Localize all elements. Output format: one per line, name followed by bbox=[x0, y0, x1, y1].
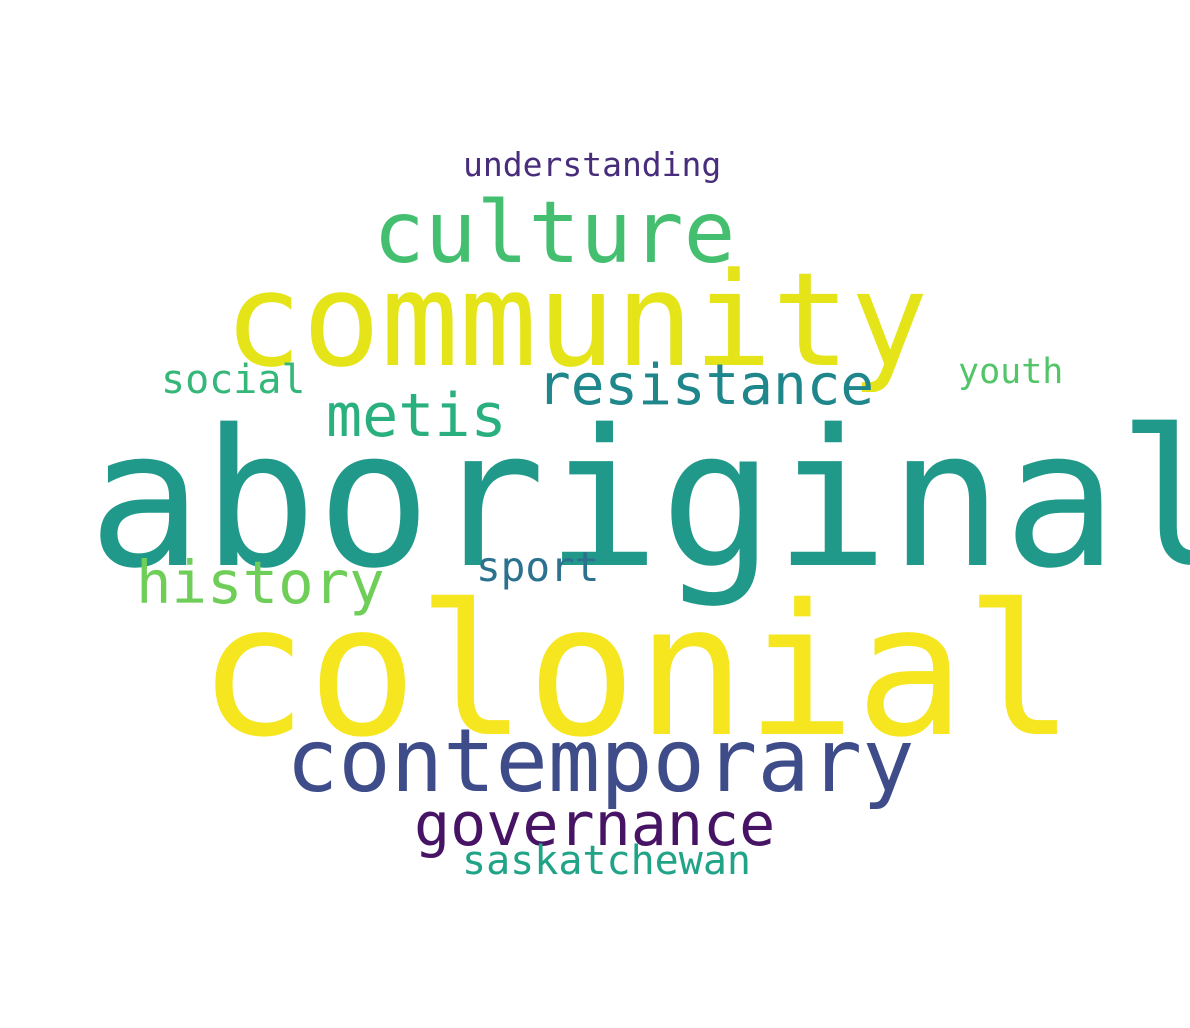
word-social: social bbox=[161, 357, 306, 403]
word-aboriginal: aboriginal bbox=[88, 389, 1190, 610]
word-understanding: understanding bbox=[463, 145, 722, 184]
word-contemporary: contemporary bbox=[286, 710, 915, 812]
word-governance: governance bbox=[414, 790, 776, 860]
word-culture: culture bbox=[373, 183, 736, 283]
word-sport: sport bbox=[476, 543, 600, 591]
word-youth: youth bbox=[958, 352, 1064, 392]
word-history: history bbox=[136, 548, 385, 617]
word-metis: metis bbox=[326, 381, 507, 451]
word-colonial: colonial bbox=[198, 565, 1075, 777]
word-resistance: resistance bbox=[537, 353, 875, 418]
word-community: community bbox=[224, 244, 929, 396]
word-saskatchewan: saskatchewan bbox=[462, 838, 751, 884]
